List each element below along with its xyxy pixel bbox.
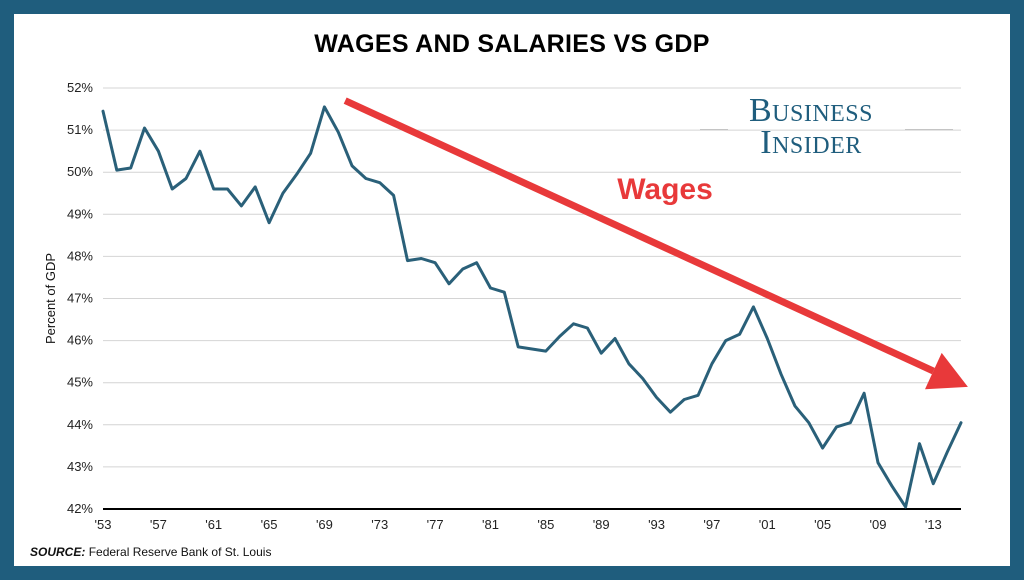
x-tick-label: '13 [925, 517, 942, 532]
y-tick-label: 44% [67, 417, 93, 432]
x-tick-label: '01 [759, 517, 776, 532]
x-tick-label: '69 [316, 517, 333, 532]
y-axis-title: Percent of GDP [43, 253, 58, 344]
y-tick-label: 43% [67, 459, 93, 474]
y-tick-label: 42% [67, 501, 93, 516]
x-tick-label: '93 [648, 517, 665, 532]
x-tick-label: '65 [261, 517, 278, 532]
x-tick-label: '05 [814, 517, 831, 532]
y-tick-label: 47% [67, 291, 93, 306]
series-line [101, 105, 963, 509]
x-tick-label: '89 [593, 517, 610, 532]
brand-line-1: Business [748, 92, 874, 129]
x-tick-label: '61 [205, 517, 222, 532]
y-tick-label: 49% [67, 206, 93, 221]
brand-line-2: Insider [760, 124, 862, 161]
x-tick-label: '77 [427, 517, 444, 532]
business-insider-logo: Business Insider [735, 92, 887, 161]
source-text: Federal Reserve Bank of St. Louis [88, 545, 272, 559]
y-tick-label: 52% [67, 80, 93, 95]
x-tick-label: '97 [703, 517, 720, 532]
x-tick-label: '53 [95, 517, 112, 532]
chart-title: WAGES AND SALARIES VS GDP [314, 30, 710, 58]
x-tick-label: '81 [482, 517, 499, 532]
x-tick-label: '85 [537, 517, 554, 532]
brand-rule-right [905, 129, 953, 130]
y-tick-label: 45% [67, 375, 93, 390]
source-note: SOURCE: Federal Reserve Bank of St. Loui… [30, 545, 271, 559]
y-tick-label: 50% [67, 164, 93, 179]
y-tick-label: 51% [67, 122, 93, 137]
wages-annotation-label: Wages [617, 173, 713, 206]
y-tick-label: 46% [67, 333, 93, 348]
source-label: SOURCE: [30, 545, 86, 559]
x-tick-label: '73 [371, 517, 388, 532]
x-tick-label: '09 [869, 517, 886, 532]
y-tick-label: 48% [67, 248, 93, 263]
trend-arrow-head [925, 352, 968, 390]
x-tick-label: '57 [150, 517, 167, 532]
brand-rule-left [700, 129, 728, 130]
trend-arrow-shaft [343, 97, 935, 375]
